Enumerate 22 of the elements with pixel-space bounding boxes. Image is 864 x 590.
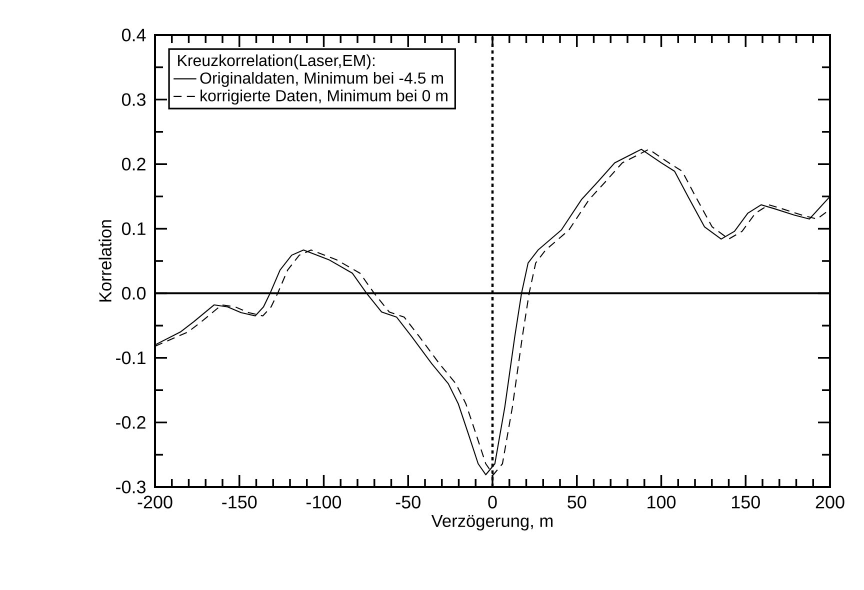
x-tick-label: -200 <box>138 496 172 508</box>
x-tick-label: 0 <box>488 496 497 508</box>
y-tick-label: 0.0 <box>122 286 146 300</box>
y-tick-label: -0.1 <box>116 351 146 364</box>
y-tick-label: 0.2 <box>122 158 146 171</box>
y-tick-label: 0.4 <box>122 28 146 42</box>
y-tick-label: 0.3 <box>122 93 146 106</box>
x-tick-label: 150 <box>732 496 760 508</box>
x-tick-label: -150 <box>222 496 257 508</box>
y-tick-label: 0.1 <box>122 222 146 236</box>
x-tick-label: 50 <box>568 496 586 508</box>
legend-label: Originaldaten, Minimum bei -4.5 m <box>200 72 443 87</box>
x-tick-label: 200 <box>816 496 844 508</box>
legend-title: Kreuzkorrelation(Laser,EM): <box>178 54 374 70</box>
x-axis-title: Verzögerung, m <box>431 514 553 530</box>
x-tick-label: 100 <box>648 496 676 508</box>
legend-label: korrigierte Daten, Minimum bei 0 m <box>200 90 448 105</box>
x-tick-label: -100 <box>306 496 342 508</box>
y-tick-label: -0.2 <box>116 416 146 429</box>
y-tick-label: -0.3 <box>116 480 146 494</box>
y-axis-title: Korrelation <box>98 220 112 302</box>
x-tick-label: -50 <box>396 496 420 508</box>
